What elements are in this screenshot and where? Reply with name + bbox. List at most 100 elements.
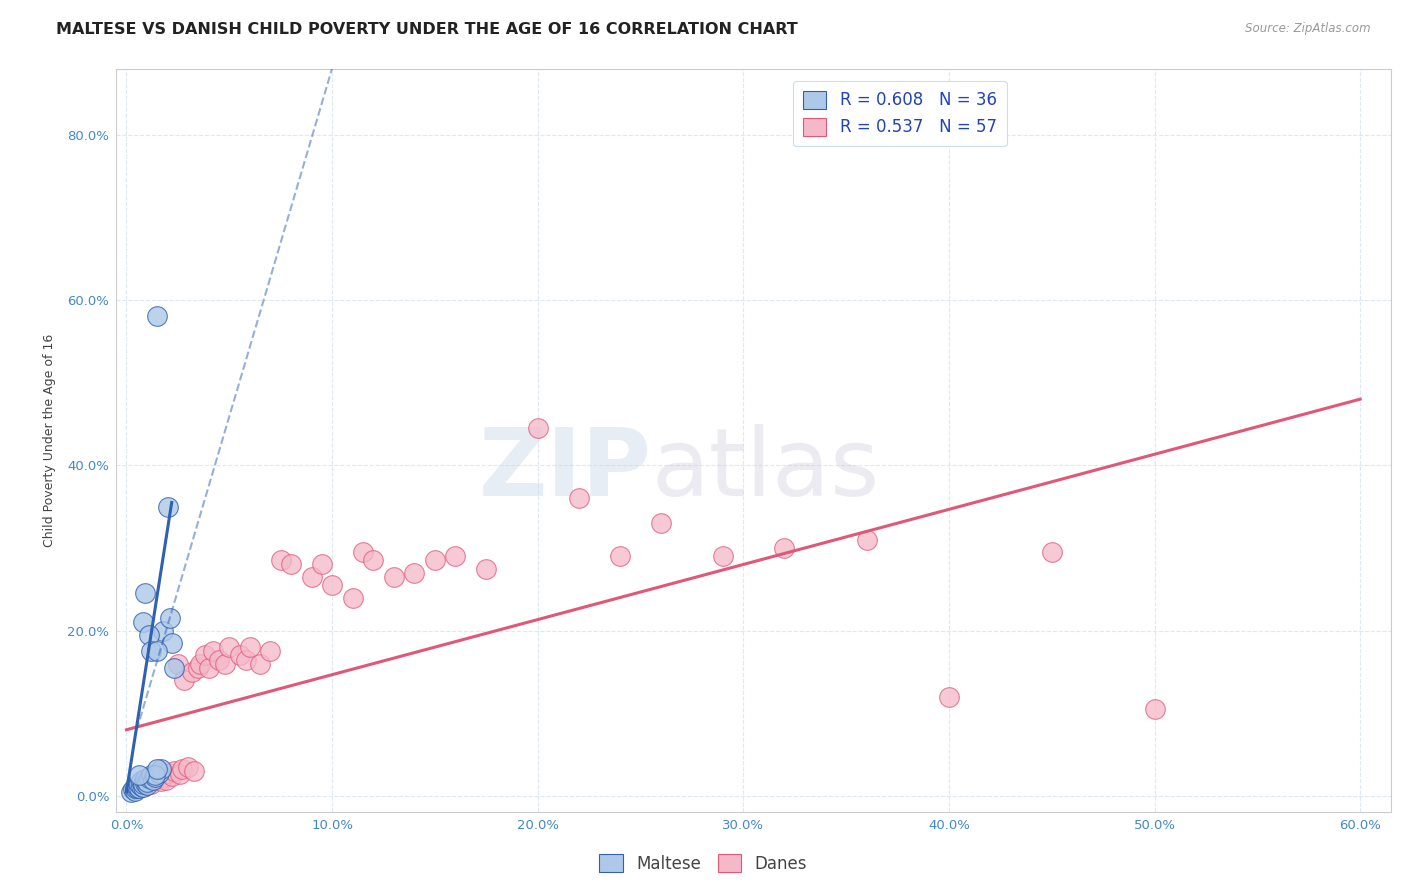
Point xyxy=(235,652,257,666)
Point xyxy=(197,661,219,675)
Point xyxy=(129,776,152,790)
Point xyxy=(711,549,734,564)
Point xyxy=(194,648,217,663)
Point xyxy=(526,421,548,435)
Point xyxy=(152,770,174,784)
Point xyxy=(125,780,148,795)
Point xyxy=(146,644,169,658)
Point xyxy=(120,785,142,799)
Point xyxy=(280,558,302,572)
Point xyxy=(150,763,173,777)
Point xyxy=(132,780,155,794)
Point xyxy=(270,553,292,567)
Point xyxy=(134,586,156,600)
Point xyxy=(136,774,159,789)
Point xyxy=(125,779,148,793)
Point xyxy=(228,648,250,663)
Point xyxy=(143,770,166,784)
Point xyxy=(139,644,162,658)
Point xyxy=(352,545,374,559)
Point xyxy=(129,779,152,793)
Point xyxy=(311,558,333,572)
Point xyxy=(404,566,426,580)
Point xyxy=(136,778,159,792)
Point xyxy=(160,769,183,783)
Text: ZIP: ZIP xyxy=(478,425,651,516)
Point xyxy=(301,570,323,584)
Point xyxy=(423,553,446,567)
Point xyxy=(139,777,162,791)
Point xyxy=(142,773,165,788)
Point xyxy=(187,661,209,675)
Legend: R = 0.608   N = 36, R = 0.537   N = 57: R = 0.608 N = 36, R = 0.537 N = 57 xyxy=(793,80,1007,146)
Point xyxy=(139,768,162,782)
Point xyxy=(239,640,262,654)
Point xyxy=(148,765,170,780)
Point xyxy=(125,781,148,796)
Point xyxy=(201,644,224,658)
Point xyxy=(938,690,960,704)
Point xyxy=(146,763,169,777)
Point xyxy=(444,549,467,564)
Point xyxy=(134,772,156,787)
Point xyxy=(132,615,155,630)
Point xyxy=(128,768,150,782)
Point xyxy=(121,782,143,797)
Text: Source: ZipAtlas.com: Source: ZipAtlas.com xyxy=(1246,22,1371,36)
Point xyxy=(855,533,877,547)
Point xyxy=(124,784,146,798)
Point xyxy=(169,766,191,780)
Point xyxy=(214,657,236,671)
Point xyxy=(146,771,169,785)
Point xyxy=(173,673,195,688)
Text: MALTESE VS DANISH CHILD POVERTY UNDER THE AGE OF 16 CORRELATION CHART: MALTESE VS DANISH CHILD POVERTY UNDER TH… xyxy=(56,22,799,37)
Point xyxy=(1143,702,1166,716)
Point xyxy=(208,652,231,666)
Point xyxy=(190,657,212,671)
Point xyxy=(128,776,150,790)
Point xyxy=(650,516,672,530)
Text: atlas: atlas xyxy=(651,425,880,516)
Point xyxy=(143,768,166,782)
Point xyxy=(152,624,174,638)
Point xyxy=(382,570,405,584)
Point xyxy=(249,657,271,671)
Point xyxy=(218,640,240,654)
Point xyxy=(361,553,384,567)
Point xyxy=(181,665,204,679)
Point xyxy=(1040,545,1063,559)
Point xyxy=(321,578,343,592)
Point xyxy=(170,763,193,777)
Point xyxy=(129,774,152,789)
Point xyxy=(155,773,177,788)
Point xyxy=(124,780,146,795)
Point xyxy=(183,764,205,778)
Point xyxy=(160,636,183,650)
Legend: Maltese, Danes: Maltese, Danes xyxy=(593,847,813,880)
Point xyxy=(609,549,631,564)
Point xyxy=(134,775,156,789)
Point xyxy=(568,491,591,506)
Point xyxy=(128,780,150,795)
Point xyxy=(259,644,281,658)
Point xyxy=(143,772,166,787)
Point xyxy=(138,771,160,785)
Point xyxy=(163,661,186,675)
Point xyxy=(163,764,186,778)
Y-axis label: Child Poverty Under the Age of 16: Child Poverty Under the Age of 16 xyxy=(44,334,56,547)
Point xyxy=(475,561,498,575)
Point xyxy=(342,591,364,605)
Point xyxy=(167,657,190,671)
Point xyxy=(134,779,156,793)
Point xyxy=(136,775,159,789)
Point xyxy=(138,628,160,642)
Point xyxy=(156,500,179,514)
Point xyxy=(150,774,173,789)
Point xyxy=(177,760,200,774)
Point xyxy=(773,541,796,555)
Point xyxy=(146,310,169,324)
Point xyxy=(159,611,181,625)
Point xyxy=(132,777,155,791)
Point xyxy=(156,765,179,780)
Point xyxy=(148,768,170,782)
